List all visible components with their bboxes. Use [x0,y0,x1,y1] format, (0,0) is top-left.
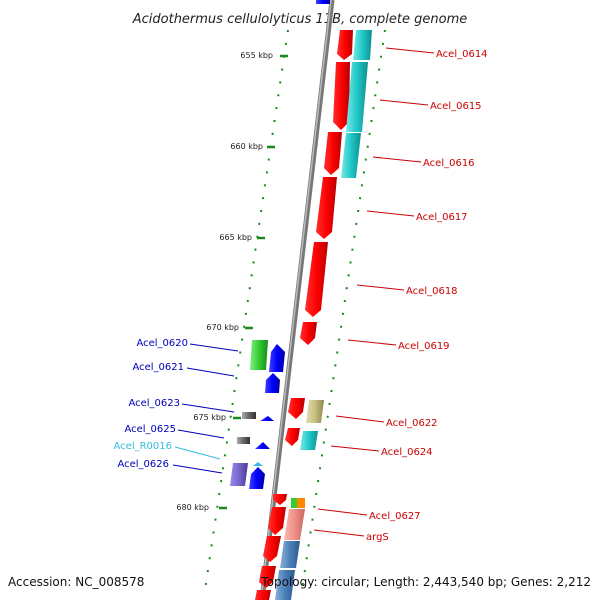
gene-orange-0627 [297,498,305,508]
gene-red-argS [268,507,286,535]
label-acel-0624: Acel_0624 [381,447,433,458]
gene-acel-0623 [242,412,256,419]
gene-teal-0624 [300,431,318,450]
topology-text: Topology: circular; Length: 2,443,540 bp… [260,575,591,589]
gene-acel-0617 [316,177,337,239]
gene-steel-lower-2 [275,570,295,600]
left-gene-labels: Acel_0620 Acel_0621 Acel_0623 Acel_0625 … [114,338,189,470]
gene-blue-0625 [255,442,270,449]
gene-blue-0623 [260,416,274,421]
gene-teal-0616 [341,133,361,178]
label-argS: argS [366,532,389,543]
scale-label-675: 675 kbp [193,413,226,422]
label-acel-0627: Acel_0627 [369,511,421,522]
scale-label-655: 655 kbp [240,51,273,60]
label-acel-0615: Acel_0615 [430,101,482,112]
label-acel-0625: Acel_0625 [124,424,176,435]
scale-label-665: 665 kbp [219,233,252,242]
gene-acel-0615 [333,62,350,130]
genome-backbone-highlight [260,0,332,600]
scale-labels: 655 kbp 660 kbp 665 kbp 670 kbp 675 kbp … [176,51,273,512]
accession-text: Accession: NC_008578 [8,575,144,589]
label-acel-0618: Acel_0618 [406,286,458,297]
label-acel-0616: Acel_0616 [423,158,475,169]
gene-red-lower-1 [263,536,281,562]
gene-acel-r0016 [253,462,263,466]
label-acel-0619: Acel_0619 [398,341,450,352]
label-acel-0614: Acel_0614 [436,49,488,60]
scale-label-660: 660 kbp [230,142,263,151]
gene-blue-0626 [249,467,265,489]
gene-green-0627 [291,498,297,508]
leader-lines-right [313,47,435,537]
label-acel-0623: Acel_0623 [128,398,180,409]
scale-guide-left [204,29,289,591]
gene-olive-0622 [306,400,324,423]
scale-label-680: 680 kbp [176,503,209,512]
leader-lines-left [172,343,239,474]
label-acel-0626: Acel_0626 [117,459,169,470]
gene-acel-0625 [237,437,250,444]
gene-acel-0618 [305,242,328,317]
gene-acel-0620 [250,340,268,370]
label-acel-0620: Acel_0620 [136,338,188,349]
gene-acel-0614 [337,30,353,60]
right-gene-labels: Acel_0614 Acel_0615 Acel_0616 Acel_0617 … [366,49,488,543]
gene-red-lower-3 [255,590,271,600]
gene-acel-0624 [285,428,300,446]
scale-ticks [219,54,288,510]
gene-blue-top [316,0,330,4]
gene-blue-0620 [269,344,285,372]
map-title: Acidothermus cellulolyticus 11B, complet… [132,12,468,27]
leader-line-r0016 [174,446,221,460]
gene-red-lower-2 [259,566,276,588]
gene-acel-0616 [324,132,342,175]
label-acel-0622: Acel_0622 [386,418,438,429]
gene-argS [284,509,305,540]
gene-acel-0622 [288,398,305,419]
gene-acel-0627 [273,494,287,505]
label-acel-0617: Acel_0617 [416,212,468,223]
label-acel-0621: Acel_0621 [132,362,184,373]
gene-steel-lower-1 [280,541,300,568]
label-acel-r0016: Acel_R0016 [114,441,173,452]
gene-features [230,0,372,600]
scale-label-670: 670 kbp [206,323,239,332]
gene-teal-0614 [353,30,372,60]
gene-acel-0619 [300,322,317,345]
gene-acel-0621 [265,373,280,393]
gene-teal-0615 [346,62,368,132]
gene-acel-0626 [230,463,248,486]
